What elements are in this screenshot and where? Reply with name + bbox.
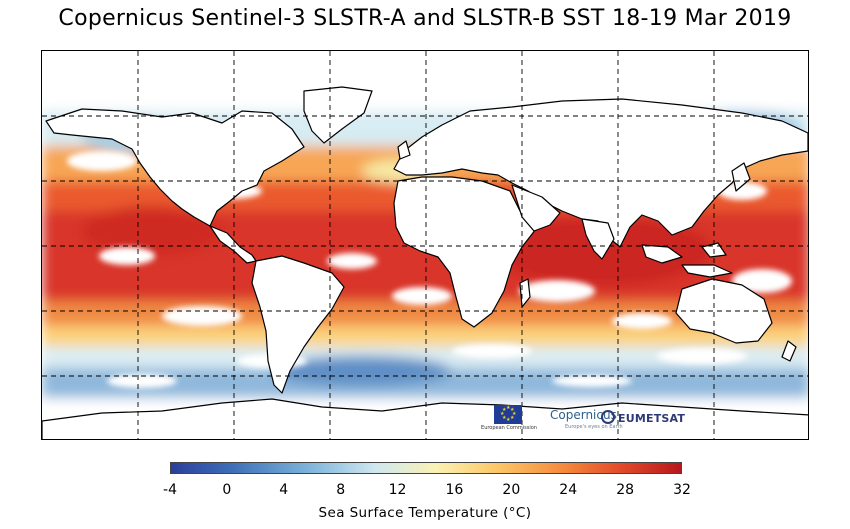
sst-map	[41, 50, 809, 440]
copernicus-logo: Copernicus	[550, 408, 617, 422]
colorbar-tick-label: 24	[559, 482, 578, 498]
colorbar-tick-label: 32	[673, 482, 691, 498]
eu-flag-icon: ★ ★ ★ ★ ★ ★ ★ ★	[494, 405, 522, 424]
colorbar-tick-label: 0	[222, 482, 232, 498]
eu-label: European Commission	[481, 425, 537, 431]
colorbar-tick-label: -4	[163, 482, 177, 498]
colorbar	[170, 462, 682, 474]
colorbar-tick-label: 4	[279, 482, 289, 498]
european-commission-logo: ★ ★ ★ ★ ★ ★ ★ ★ European Commission	[480, 405, 538, 435]
colorbar-title: Sea Surface Temperature (°C)	[318, 505, 532, 521]
land	[42, 86, 808, 439]
colorbar-tick-label: 28	[616, 482, 635, 498]
eumetsat-logo: EUMETSAT	[618, 412, 686, 425]
map-title: Copernicus Sentinel-3 SLSTR-A and SLSTR-…	[58, 6, 792, 31]
logo-strip: ★ ★ ★ ★ ★ ★ ★ ★ European Commission Copernicu…	[480, 402, 770, 438]
colorbar-tick-label: 12	[388, 482, 407, 498]
colorbar-tick-label: 20	[502, 482, 521, 498]
sst-map-svg	[42, 51, 808, 439]
colorbar-tick-label: 8	[336, 482, 346, 498]
colorbar-tick-label: 16	[445, 482, 464, 498]
copernicus-tagline: Europe's eyes on Earth	[565, 424, 623, 430]
eumetsat-globe-icon	[601, 410, 615, 424]
graticule	[42, 51, 808, 439]
